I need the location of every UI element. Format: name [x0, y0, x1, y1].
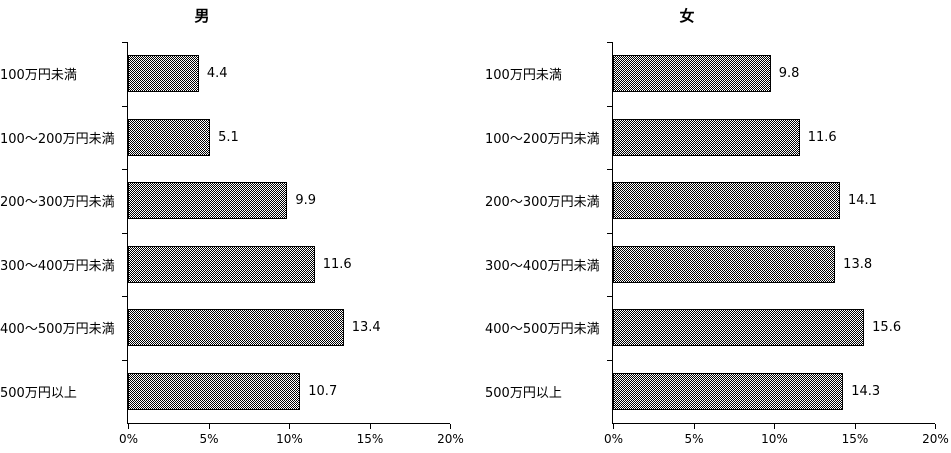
- bar-row: 400～500万円未満 13.4: [0, 296, 450, 360]
- category-label: 200～300万円未満: [485, 195, 600, 211]
- x-axis-tick: 20%: [922, 424, 949, 446]
- category-label: 300～400万円未満: [485, 258, 600, 274]
- category-label: 300～400万円未満: [0, 258, 115, 274]
- category-label: 100～200万円未満: [0, 131, 115, 147]
- x-axis-tick: 15%: [357, 424, 383, 446]
- category-label: 400～500万円未満: [485, 322, 600, 338]
- bar-row: 200～300万円未満 14.1: [485, 169, 935, 233]
- x-axis-tick: 15%: [842, 424, 868, 446]
- x-axis-line: [612, 423, 935, 424]
- bar-row: 300～400万円未満 11.6: [0, 232, 450, 297]
- x-axis-tick-label: 0%: [603, 432, 624, 446]
- category-label: 100～200万円未満: [485, 131, 600, 147]
- x-axis-ticks: 0% 5% 10% 15% 20%: [119, 423, 464, 447]
- bar: [128, 372, 301, 410]
- category-label: 400～500万円未満: [0, 322, 115, 338]
- value-label: 13.4: [351, 320, 381, 336]
- category-label: 100万円未満: [485, 68, 562, 84]
- x-axis-tick-label: 15%: [841, 432, 869, 446]
- x-axis-tick: 20%: [437, 424, 464, 446]
- bar-rows: 100万円未満 4.4 100～200万円未満 5.1 200～300万円未満 9.9 30…: [0, 42, 450, 424]
- value-label: 11.6: [807, 129, 837, 145]
- plot-area-female: 100万円未満 9.8 100～200万円未満 11.6 200～300万円未満 14.1…: [485, 42, 949, 446]
- value-label: 9.9: [295, 193, 317, 209]
- bar: [613, 372, 844, 410]
- x-axis-tick-label: 10%: [276, 432, 303, 446]
- value-label: 11.6: [322, 256, 352, 272]
- x-axis-tick-label: 15%: [356, 432, 384, 446]
- chart-title-female: 女: [679, 7, 695, 25]
- chart-female: 女 100万円未満 9.8 100～200万円未満 11.6 200～300万円未満 14…: [485, 0, 951, 453]
- bar: [128, 182, 288, 220]
- x-axis-tick-label: 20%: [922, 432, 949, 446]
- x-axis-tick-label: 0%: [118, 432, 139, 446]
- x-axis-tick-label: 10%: [761, 432, 788, 446]
- bar-row: 100万円未満 9.8: [485, 42, 935, 106]
- bar-row: 500万円以上 14.3: [485, 359, 935, 424]
- bar: [613, 182, 840, 220]
- x-axis-tick: 10%: [761, 424, 788, 446]
- bar: [128, 245, 315, 283]
- value-label: 5.1: [218, 129, 239, 145]
- bar: [128, 309, 344, 347]
- value-label: 4.4: [206, 66, 228, 82]
- chart-title-male: 男: [194, 7, 210, 25]
- bar-row: 100～200万円未満 5.1: [0, 105, 450, 170]
- value-label: 10.7: [308, 383, 338, 399]
- x-axis-tick: 0%: [119, 424, 138, 446]
- bar: [128, 55, 199, 93]
- value-label: 14.1: [848, 193, 877, 209]
- value-label: 9.8: [778, 66, 800, 82]
- bar: [613, 309, 865, 347]
- x-axis-tick-label: 5%: [684, 432, 704, 446]
- bar-row: 500万円以上 10.7: [0, 359, 450, 424]
- x-axis-tick: 0%: [604, 424, 623, 446]
- category-label: 200～300万円未満: [0, 195, 115, 211]
- x-axis-ticks: 0% 5% 10% 15% 20%: [604, 423, 949, 447]
- value-label: 14.3: [851, 383, 881, 399]
- bar-row: 100～200万円未満 11.6: [485, 105, 935, 170]
- bar-row: 100万円未満 4.4: [0, 42, 450, 106]
- x-axis-tick: 5%: [684, 424, 704, 446]
- bar: [128, 118, 211, 156]
- x-axis-line: [127, 423, 450, 424]
- x-axis-tick: 10%: [276, 424, 303, 446]
- bar-row: 200～300万円未満 9.9: [0, 169, 450, 233]
- category-label: 500万円以上: [0, 385, 77, 401]
- bar: [613, 245, 836, 283]
- value-label: 13.8: [843, 256, 873, 272]
- x-axis-tick-label: 20%: [437, 432, 464, 446]
- x-axis-tick-label: 5%: [199, 432, 219, 446]
- category-label: 500万円以上: [485, 385, 562, 401]
- bar-row: 300～400万円未満 13.8: [485, 232, 935, 297]
- bar: [613, 55, 771, 93]
- bar: [613, 118, 800, 156]
- chart-male: 男 100万円未満 4.4 100～200万円未満 5.1 200～300万円未満 9.9…: [0, 0, 475, 453]
- value-label: 15.6: [872, 320, 902, 336]
- category-label: 100万円未満: [0, 68, 77, 84]
- plot-area-male: 100万円未満 4.4 100～200万円未満 5.1 200～300万円未満 9.9 30…: [0, 42, 464, 446]
- x-axis-tick: 5%: [199, 424, 219, 446]
- bar-rows: 100万円未満 9.8 100～200万円未満 11.6 200～300万円未満 14.1…: [485, 42, 935, 424]
- bar-row: 400～500万円未満 15.6: [485, 296, 935, 360]
